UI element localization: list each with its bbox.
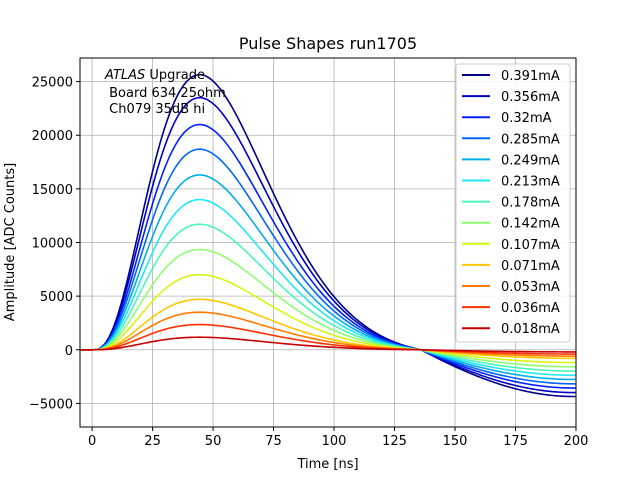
legend-label: 0.018mA	[501, 322, 560, 337]
x-tick-label: 25	[144, 434, 161, 449]
y-tick-label: −5000	[29, 397, 73, 412]
x-tick-label: 50	[205, 434, 222, 449]
series-line	[80, 198, 577, 377]
legend-entries: 0.391mA 0.356mA 0.32mA 0.285mA 0.249mA 0.213m…	[462, 69, 560, 337]
legend: 0.391mA 0.356mA 0.32mA 0.285mA 0.249mA 0.213m…	[455, 63, 571, 343]
legend-label: 0.213mA	[501, 175, 560, 190]
series-line	[80, 323, 576, 355]
annotation-line-1: ATLAS Upgrade	[104, 68, 205, 83]
x-tick-label: 0	[88, 434, 96, 449]
series-line	[80, 174, 577, 381]
legend-label: 0.178mA	[501, 196, 560, 211]
legend-label: 0.32mA	[501, 111, 552, 126]
chart-title: Pulse Shapes run1705	[239, 34, 417, 53]
y-tick-label: 0	[65, 344, 73, 359]
x-tick-label: 200	[564, 434, 589, 449]
annotation-line-2: Board 634 25ohm	[105, 86, 226, 101]
y-tick-label: 20000	[32, 129, 73, 144]
x-axis-label: Time [ns]	[296, 457, 358, 472]
axis-ticks: 0 25 50 75 100 125 150 175 200 −5000 0 5000 10000 150…	[29, 76, 588, 449]
legend-label: 0.285mA	[501, 132, 560, 147]
annotation-line-3: Ch079 35dB hi	[105, 102, 205, 117]
annotation-upgrade: Upgrade	[145, 68, 205, 83]
series-line	[80, 273, 576, 364]
legend-label: 0.391mA	[501, 69, 560, 84]
series-line	[80, 248, 577, 368]
y-tick-label: 10000	[32, 237, 73, 252]
legend-label: 0.356mA	[501, 90, 560, 105]
y-tick-label: 25000	[32, 76, 73, 91]
series-line	[80, 311, 577, 357]
annotation-atlas: ATLAS	[104, 68, 145, 83]
x-tick-label: 150	[443, 434, 468, 449]
series-line	[80, 123, 577, 389]
atlas-annotation: ATLAS Upgrade Board 634 25ohm Ch079 35dB…	[104, 68, 226, 117]
series-line	[80, 96, 577, 394]
legend-label: 0.053mA	[501, 280, 560, 295]
x-tick-label: 175	[503, 434, 528, 449]
legend-label: 0.036mA	[501, 301, 560, 316]
series-line	[80, 73, 577, 398]
plot-area	[80, 73, 577, 398]
legend-label: 0.142mA	[501, 217, 560, 232]
x-tick-label: 100	[322, 434, 347, 449]
x-tick-label: 75	[265, 434, 282, 449]
legend-label: 0.249mA	[501, 153, 560, 168]
legend-box	[455, 63, 571, 343]
x-tick-label: 125	[382, 434, 407, 449]
series-line	[80, 223, 577, 372]
series-line	[80, 336, 576, 353]
y-tick-label: 15000	[32, 183, 73, 198]
y-tick-label: 5000	[40, 290, 73, 305]
series-line	[80, 298, 576, 360]
series-line	[80, 148, 576, 385]
legend-label: 0.107mA	[501, 238, 560, 253]
legend-label: 0.071mA	[501, 259, 560, 274]
y-axis-label: Amplitude [ADC Counts]	[3, 163, 18, 321]
